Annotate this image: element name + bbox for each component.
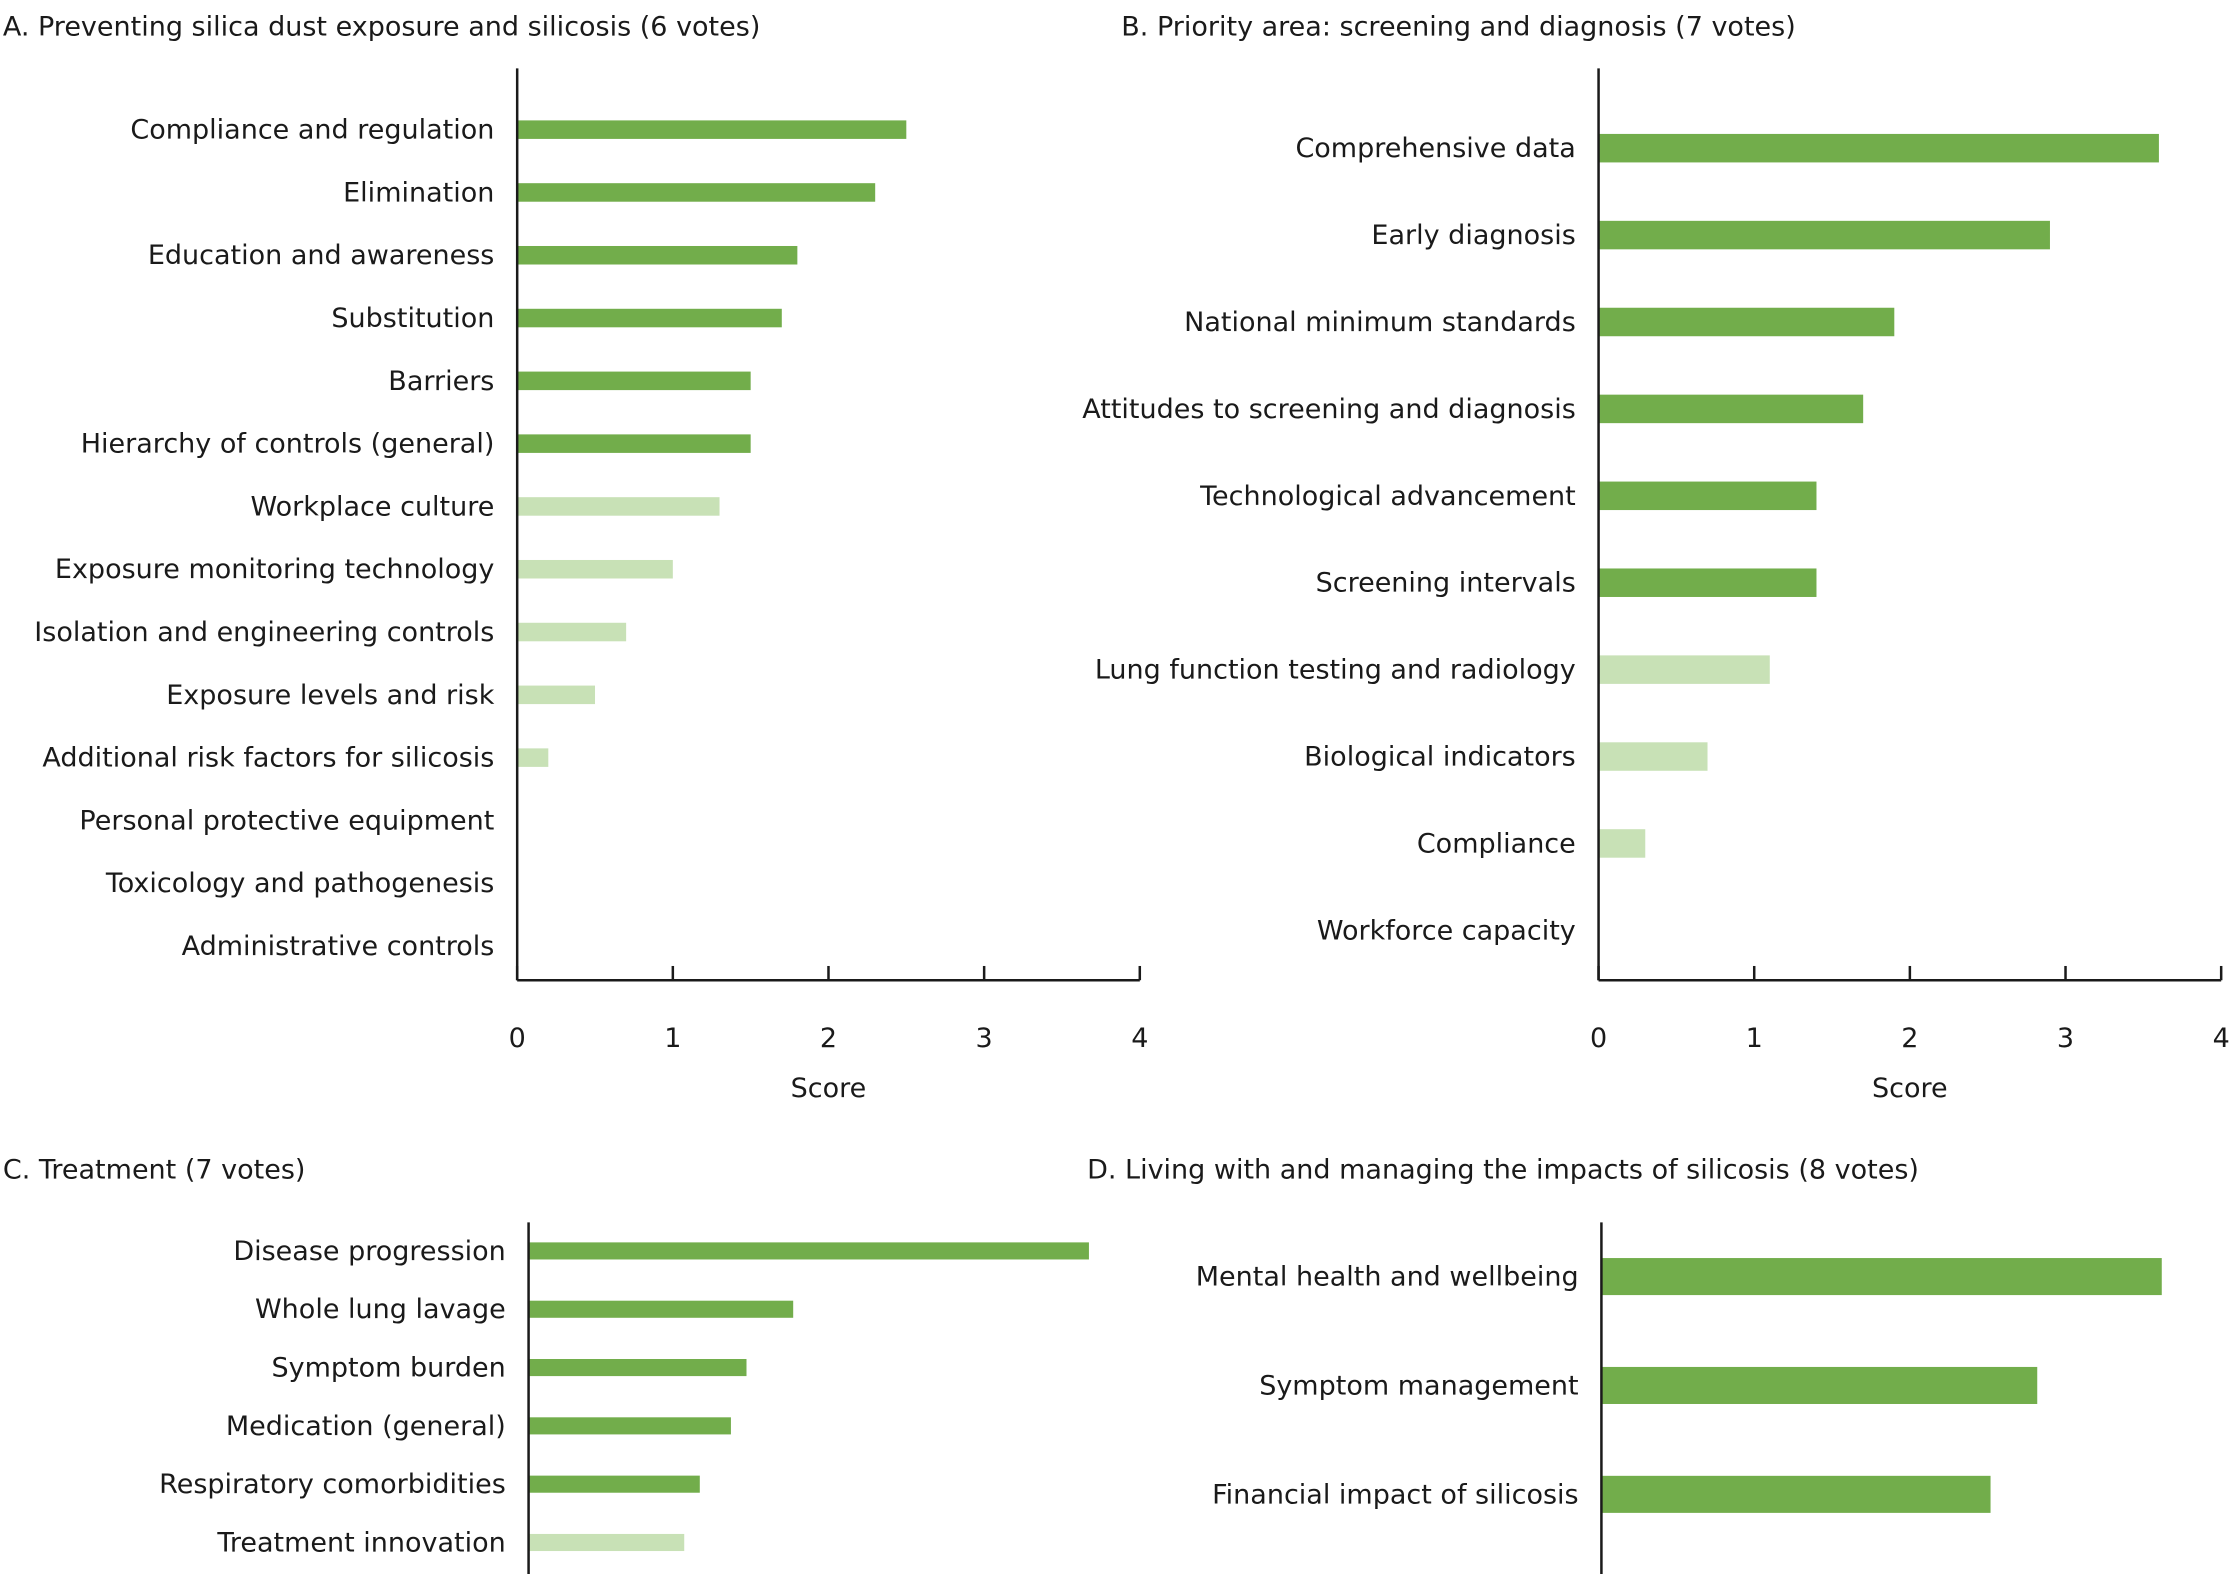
category-label: Additional risk factors for silicosis [42, 743, 494, 774]
bar [517, 497, 720, 516]
category-label: Barriers [388, 366, 494, 397]
bar [1598, 742, 1708, 771]
bar [517, 120, 907, 139]
x-tick-label: 3 [976, 1023, 993, 1054]
bar [517, 748, 549, 767]
x-tick-label: 1 [1746, 1023, 1763, 1054]
x-tick-label: 0 [1590, 1023, 1607, 1054]
panel-a: A. Preventing silica dust exposure and s… [3, 12, 1149, 1104]
category-label: Attitudes to screening and diagnosis [1082, 394, 1576, 425]
bar [528, 1242, 1089, 1260]
category-label: Workplace culture [251, 491, 495, 522]
bar [1601, 1258, 2162, 1296]
category-label: Comprehensive data [1295, 133, 1575, 164]
x-axis-label: Score [791, 1073, 867, 1104]
category-label: Elimination [343, 177, 494, 208]
x-tick-label: 1 [664, 1023, 681, 1054]
category-label: Technological advancement [1199, 481, 1576, 512]
bar [1598, 133, 2159, 163]
bar [517, 622, 627, 642]
panel-title: D. Living with and managing the impacts … [1087, 1154, 1919, 1185]
bar [517, 434, 751, 453]
bar [1598, 307, 1895, 337]
category-label: Isolation and engineering controls [34, 617, 494, 648]
panel-title: A. Preventing silica dust exposure and s… [3, 12, 761, 43]
category-label: Early diagnosis [1371, 220, 1575, 251]
panel-b: B. Priority area: screening and diagnosi… [1082, 12, 2230, 1104]
bar [528, 1417, 731, 1435]
category-label: Symptom management [1259, 1370, 1578, 1401]
bar [1601, 1366, 2038, 1404]
category-label: Compliance and regulation [130, 115, 494, 146]
x-tick-label: 3 [2057, 1023, 2074, 1054]
panel-title: B. Priority area: screening and diagnosi… [1121, 12, 1796, 43]
bar [1598, 655, 1770, 684]
bar [517, 308, 782, 328]
category-label: Lung function testing and radiology [1095, 655, 1576, 686]
bar [1598, 220, 2050, 250]
category-label: Whole lung lavage [255, 1294, 506, 1325]
bar [517, 183, 876, 202]
category-label: Compliance [1417, 828, 1576, 859]
x-tick-label: 4 [1131, 1023, 1148, 1054]
category-label: Biological indicators [1304, 742, 1576, 773]
bar [517, 245, 798, 265]
category-label: Personal protective equipment [79, 805, 494, 836]
category-label: Symptom burden [271, 1353, 505, 1384]
category-label: Exposure levels and risk [166, 680, 494, 711]
category-label: Screening intervals [1316, 568, 1576, 599]
category-label: Disease progression [233, 1236, 505, 1267]
bar [528, 1300, 794, 1318]
category-label: Mental health and wellbeing [1196, 1262, 1579, 1293]
bar [517, 685, 596, 705]
x-tick-label: 2 [820, 1023, 837, 1054]
panel-c: C. Treatment (7 votes) Disease progressio… [3, 1154, 1089, 1574]
x-tick-label: 2 [1901, 1023, 1918, 1054]
panel-title: C. Treatment (7 votes) [3, 1154, 306, 1185]
bar [517, 559, 673, 579]
bar [528, 1359, 747, 1377]
category-label: Substitution [331, 303, 494, 334]
category-label: Hierarchy of controls (general) [81, 429, 495, 460]
bar [1598, 829, 1646, 858]
category-label: Toxicology and pathogenesis [105, 868, 495, 899]
x-tick-label: 0 [509, 1023, 526, 1054]
category-label: Workforce capacity [1317, 915, 1576, 946]
bar [528, 1533, 685, 1552]
x-tick-label: 4 [2213, 1023, 2230, 1054]
category-label: Exposure monitoring technology [55, 554, 494, 585]
category-label: Respiratory comorbidities [159, 1469, 506, 1500]
category-label: Medication (general) [226, 1411, 506, 1442]
category-label: National minimum standards [1184, 307, 1576, 338]
bar [528, 1475, 700, 1493]
category-label: Education and awareness [148, 240, 495, 271]
bar [517, 371, 751, 391]
bar [1601, 1475, 1991, 1513]
category-label: Financial impact of silicosis [1212, 1479, 1579, 1510]
x-axis-label: Score [1872, 1073, 1948, 1104]
bar [1598, 568, 1817, 597]
category-label: Administrative controls [182, 931, 495, 962]
bar [1598, 394, 1864, 424]
bar [1598, 481, 1817, 511]
panel-d: D. Living with and managing the impacts … [1087, 1154, 2162, 1574]
category-label: Treatment innovation [216, 1527, 505, 1558]
